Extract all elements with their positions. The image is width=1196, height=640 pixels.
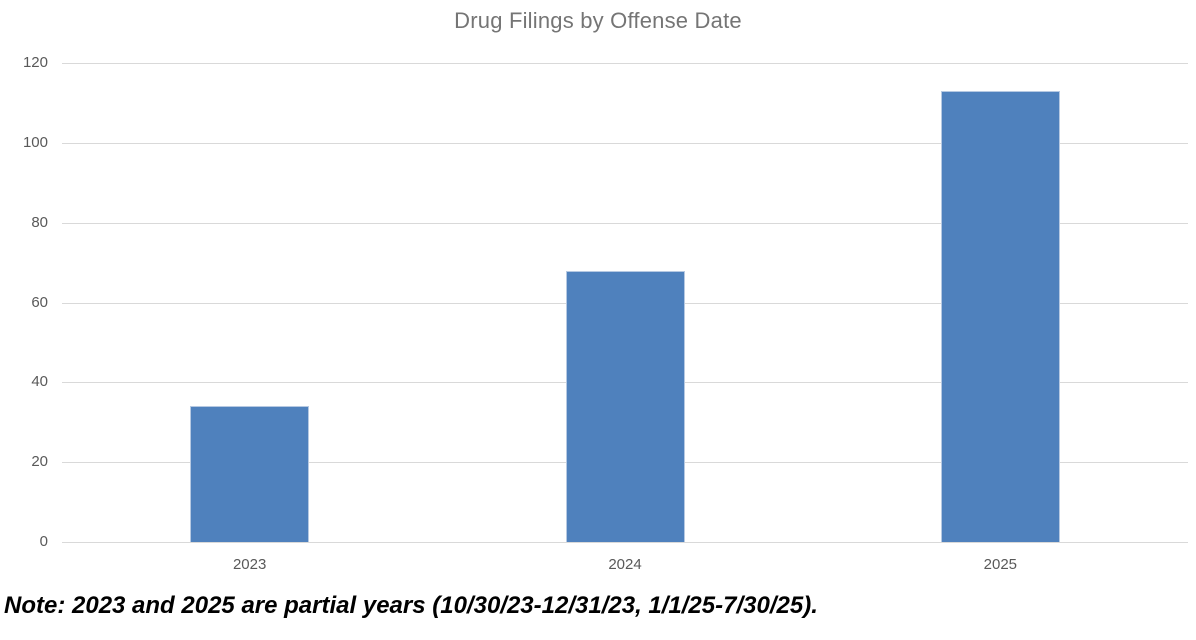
x-tick-label: 2025 xyxy=(983,556,1018,573)
x-tick-label: 2023 xyxy=(232,556,267,573)
y-tick-label: 60 xyxy=(31,293,48,311)
y-tick-label: 120 xyxy=(22,54,48,71)
chart-title: Drug Filings by Offense Date xyxy=(454,8,742,33)
plot-area xyxy=(62,63,1188,543)
gridline xyxy=(62,63,1188,64)
y-tick-label: 20 xyxy=(31,453,48,471)
bar-2023 xyxy=(190,406,310,542)
gridline xyxy=(62,222,1188,224)
y-tick-label: 100 xyxy=(22,133,48,151)
y-tick-label: 80 xyxy=(31,213,48,231)
y-tick-label: 40 xyxy=(31,373,48,391)
gridline xyxy=(62,142,1188,144)
bar-2024 xyxy=(565,270,685,542)
footnote: Note: 2023 and 2025 are partial years (1… xyxy=(4,592,818,619)
x-tick-label: 2024 xyxy=(608,556,642,573)
gridline xyxy=(62,542,1188,543)
bar-2025 xyxy=(940,90,1060,542)
y-tick-label: 0 xyxy=(39,533,48,550)
